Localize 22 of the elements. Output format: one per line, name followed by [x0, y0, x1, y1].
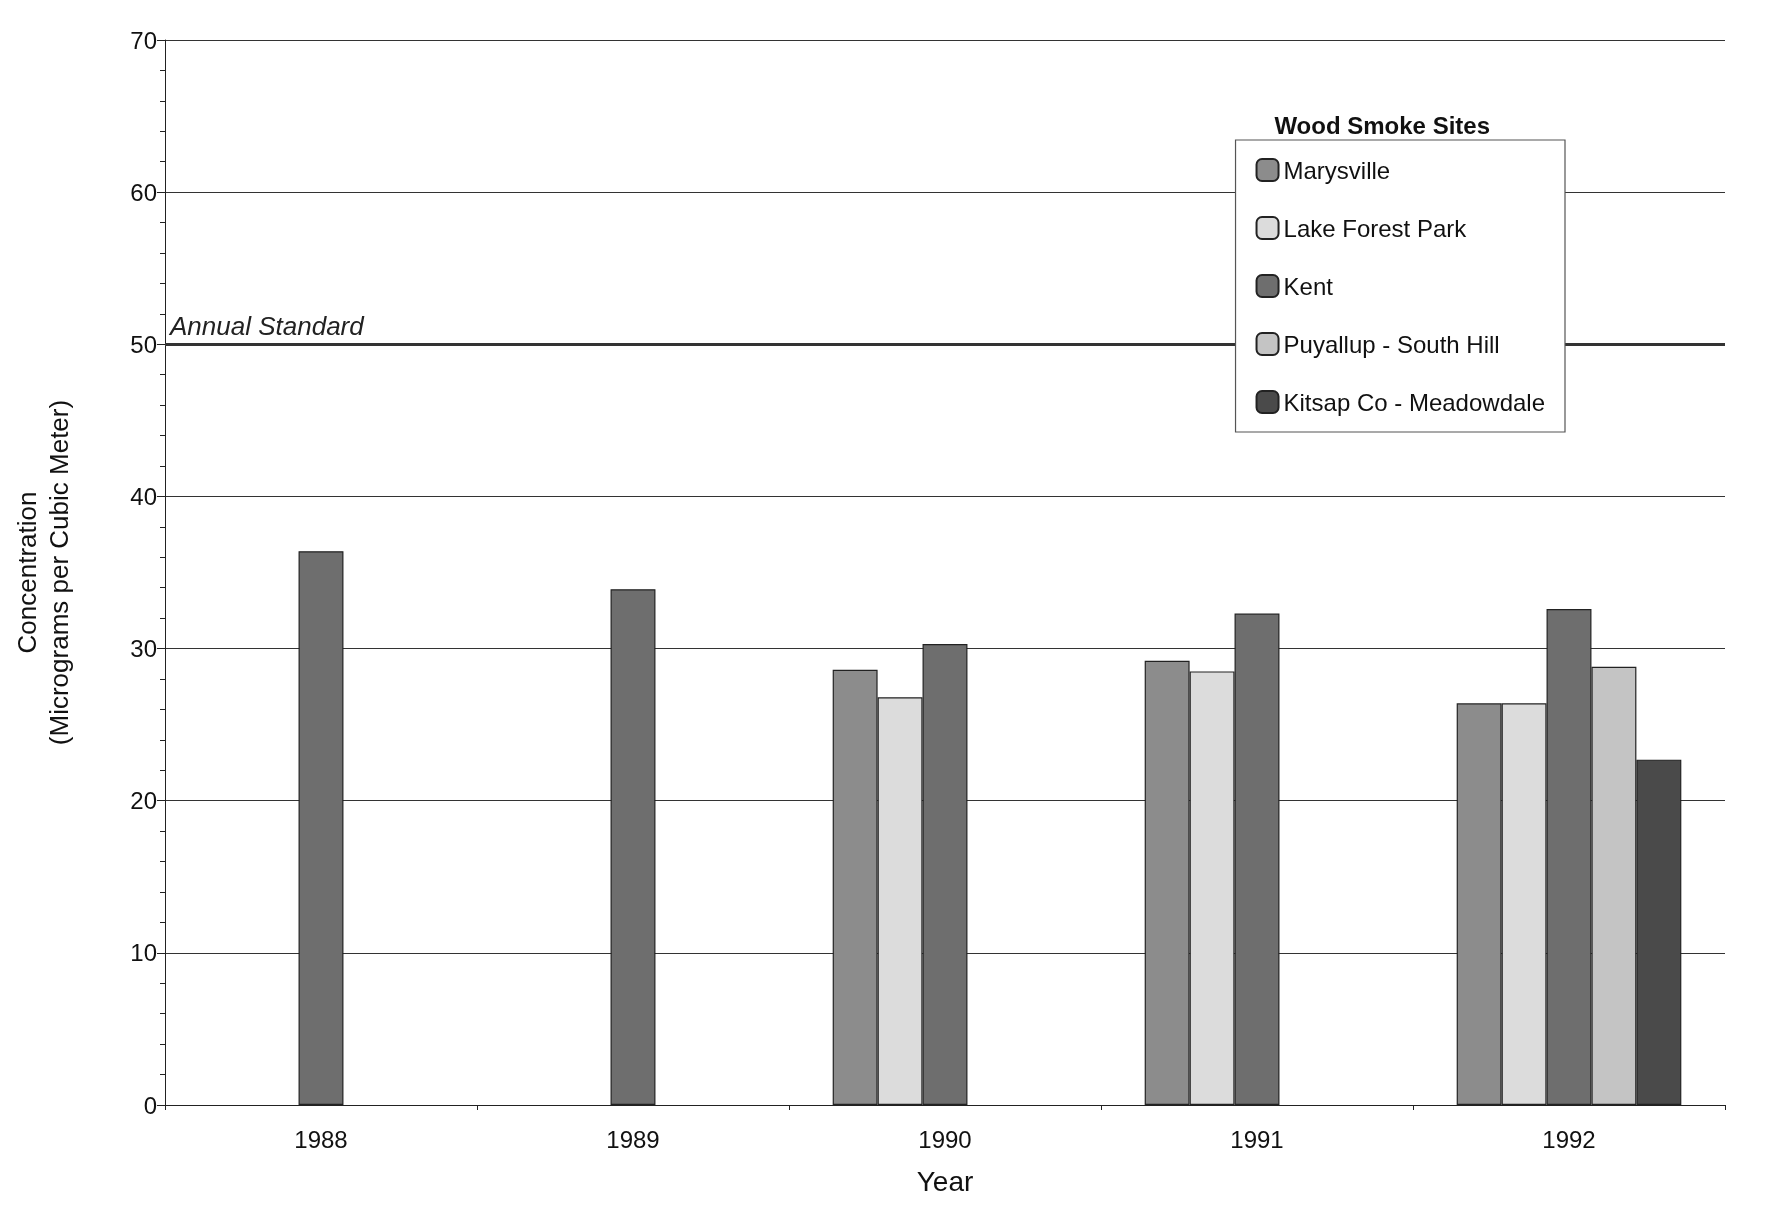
y-axis-title: Concentration (Micrograms per Cubic Meter) [12, 399, 74, 746]
legend-label: Kitsap Co - Meadowdale [1283, 388, 1545, 416]
legend-title: Wood Smoke Sites [1274, 111, 1491, 139]
y-tick-label: 60 [130, 178, 157, 206]
y-tick-label: 30 [130, 635, 157, 663]
legend-label: Kent [1283, 272, 1334, 300]
x-tick-label: 1992 [1542, 1125, 1596, 1153]
legend-label: Lake Forest Park [1283, 214, 1468, 242]
y-tick-label: 20 [130, 787, 157, 815]
y-tick-label: 0 [143, 1091, 157, 1119]
y-tick-label: 10 [130, 939, 157, 967]
ref-line-label: Annual Standard [168, 311, 366, 342]
x-tick-label: 1989 [606, 1125, 660, 1153]
legend-label: Marysville [1283, 156, 1391, 184]
x-tick-label: 1988 [294, 1125, 348, 1153]
x-tick-label: 1990 [918, 1125, 972, 1153]
x-axis-title: Year [916, 1165, 974, 1197]
y-tick-label: 40 [130, 482, 157, 510]
y-tick-label: 70 [130, 26, 157, 54]
legend-label: Puyallup - South Hill [1283, 330, 1500, 358]
y-tick-label: 50 [130, 330, 157, 358]
x-tick-label: 1991 [1230, 1125, 1284, 1153]
